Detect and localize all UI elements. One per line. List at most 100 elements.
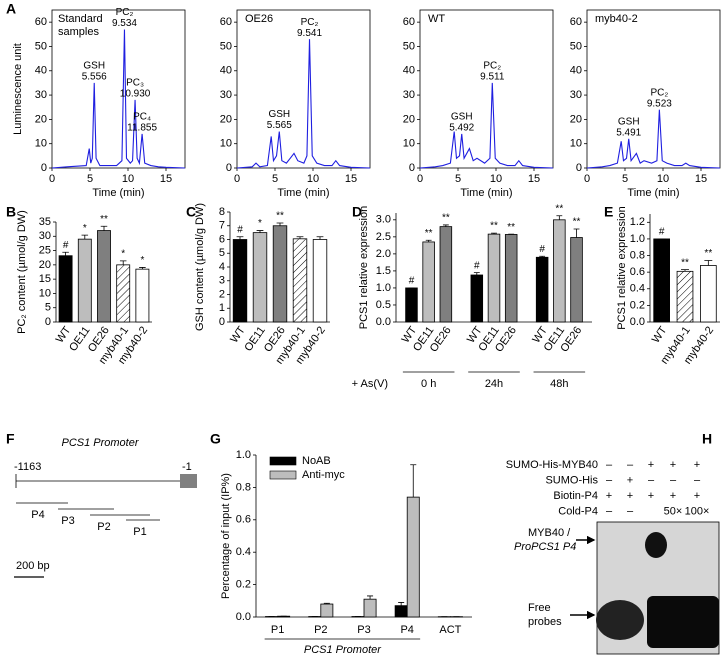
bar <box>406 496 420 618</box>
panel-letter: A <box>6 1 16 17</box>
peak-time: 9.523 <box>647 98 672 109</box>
free-probe-band <box>596 600 644 640</box>
y-tick-label: 7 <box>219 220 225 232</box>
x-tick-label: 5 <box>622 173 628 185</box>
y-tick-label: 30 <box>35 89 47 101</box>
peak-name: PC₃ <box>126 78 144 89</box>
peak-name: PC₄ <box>133 112 151 123</box>
group-axis-label: + As(V) <box>352 378 388 390</box>
emsa-lane-mark: + <box>670 459 676 471</box>
significance-label: # <box>237 224 243 235</box>
y-axis-label: PCS1 relative expression <box>358 206 370 330</box>
y-tick-label: 0 <box>41 162 47 174</box>
x-axis-label: Time (min) <box>277 187 329 199</box>
y-tick-label: 2.0 <box>376 248 391 260</box>
emsa-lane-mark: + <box>627 474 633 486</box>
y-tick-label: 30 <box>403 89 415 101</box>
y-tick-label: 40 <box>220 65 232 77</box>
emsa-row-label: Biotin-P4 <box>553 490 598 502</box>
error-bar <box>236 236 244 240</box>
x-axis-label: PCS1 Promoter <box>304 644 382 656</box>
x-tick-label: 5 <box>455 173 461 185</box>
x-tick-label: P4 <box>400 624 413 636</box>
y-tick-label: 1.0 <box>376 282 391 294</box>
bar <box>77 238 92 323</box>
bar <box>97 230 111 323</box>
bar <box>116 264 131 323</box>
y-tick-label: 0.2 <box>630 299 645 311</box>
y-tick-label: 40 <box>35 65 47 77</box>
y-tick-label: 10 <box>35 138 47 150</box>
peak-name: GSH <box>618 116 640 127</box>
y-tick-label: 15 <box>39 273 51 285</box>
probe-label: P3 <box>61 515 74 527</box>
peak-time: 11.855 <box>127 123 157 134</box>
group-label: 24h <box>485 378 503 390</box>
plot-subtitle: samples <box>58 26 99 38</box>
y-tick-label: 0.4 <box>236 546 251 558</box>
band-label: ProPCS1 P4 <box>514 541 576 553</box>
y-axis-label: GSH content (µmol/g DW) <box>194 203 206 331</box>
error-bar <box>62 251 69 256</box>
y-tick-label: 0.0 <box>376 316 391 328</box>
y-tick-label: 1 <box>219 302 225 314</box>
error-bar <box>367 595 374 600</box>
error-bar <box>681 269 689 272</box>
significance-label: * <box>258 218 262 229</box>
x-axis-label: Time (min) <box>627 187 679 199</box>
error-bar <box>539 255 546 258</box>
y-tick-label: 40 <box>570 65 582 77</box>
x-tick-label: 10 <box>490 173 502 185</box>
x-tick-label: 0 <box>49 173 55 185</box>
x-tick-label: 15 <box>345 173 357 185</box>
significance-label: ** <box>681 257 689 268</box>
significance-label: # <box>474 260 480 271</box>
y-tick-label: 0.8 <box>236 481 251 493</box>
scale-label: 200 bp <box>16 560 50 572</box>
bar <box>135 268 150 323</box>
significance-label: ** <box>490 221 498 232</box>
y-tick-label: 0 <box>219 316 225 328</box>
y-tick-label: 25 <box>39 244 51 256</box>
group-label: 48h <box>550 378 568 390</box>
bar <box>252 232 268 323</box>
bar <box>487 233 501 323</box>
peak-time: 5.556 <box>82 72 107 83</box>
x-axis-label: Time (min) <box>460 187 512 199</box>
legend-label: Anti-myc <box>302 469 345 481</box>
error-bar <box>81 234 89 240</box>
y-axis-label: PCS1 relative expression <box>616 206 628 330</box>
y-tick-label: 0.6 <box>630 266 645 278</box>
panel-letter: D <box>352 204 362 220</box>
probe-label: P4 <box>31 509 44 521</box>
probe-label: P1 <box>133 526 146 538</box>
x-tick-label: P1 <box>271 624 284 636</box>
emsa-lane-mark: – <box>694 474 701 486</box>
peak-name: GSH <box>83 61 105 72</box>
free-probe-band <box>647 596 719 648</box>
emsa-lane-mark: + <box>648 490 654 502</box>
emsa-lane-mark: – <box>606 459 613 471</box>
x-tick-label: 10 <box>307 173 319 185</box>
y-tick-label: 40 <box>403 65 415 77</box>
x-axis-label: Time (min) <box>92 187 144 199</box>
bar <box>653 238 671 323</box>
panel-letter: B <box>6 204 16 220</box>
peak-time: 9.511 <box>480 72 505 83</box>
significance-label: * <box>140 255 144 266</box>
panel-letter: F <box>6 431 15 447</box>
bar <box>439 226 453 323</box>
x-tick-label: 10 <box>657 173 669 185</box>
emsa-lane-mark: + <box>648 459 654 471</box>
bar <box>553 219 566 323</box>
x-tick-label: 15 <box>528 173 540 185</box>
emsa-row-label: SUMO-His <box>545 474 598 486</box>
plot-frame <box>51 9 186 169</box>
plot-subtitle: myb40-2 <box>595 13 638 25</box>
error-bar <box>296 236 304 239</box>
x-tick-label: 5 <box>87 173 93 185</box>
probe-label: P2 <box>97 521 110 533</box>
peak-name: GSH <box>268 109 290 120</box>
emsa-row-label: Cold-P4 <box>558 505 598 517</box>
